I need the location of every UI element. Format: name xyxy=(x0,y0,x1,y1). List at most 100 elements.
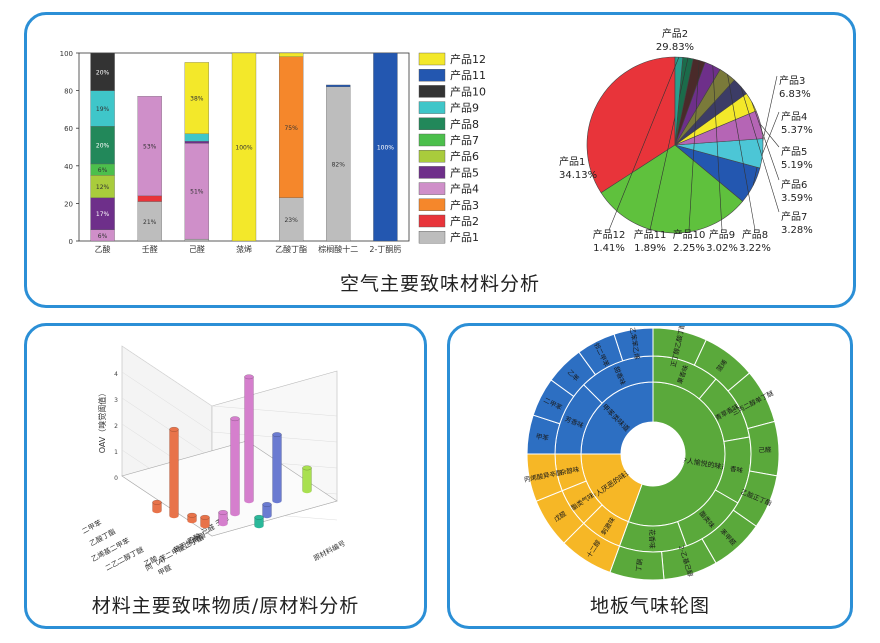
y-tick-label: 40 xyxy=(64,163,73,171)
leader-line xyxy=(608,56,680,231)
y-tick-label: 0 xyxy=(69,238,73,246)
leader-line xyxy=(688,60,700,231)
bar-segment xyxy=(90,197,115,230)
y-tick-label: 80 xyxy=(64,88,73,96)
z-tick-label: 1 xyxy=(114,449,118,456)
slice-name: 产品2 xyxy=(662,27,688,40)
data-label: 20% xyxy=(96,143,110,150)
slice-name: 产品1 xyxy=(559,155,585,168)
z-tick-label: 4 xyxy=(114,371,118,378)
data-label: 6% xyxy=(98,167,108,174)
bar3d-top xyxy=(152,499,162,505)
data-label: 51% xyxy=(190,189,204,196)
bar3d-top xyxy=(262,501,272,507)
legend-label: 产品11 xyxy=(450,68,486,82)
bar-segment xyxy=(184,141,210,144)
bar-segment xyxy=(326,84,351,87)
legend-swatch xyxy=(418,230,446,244)
data-label: 100% xyxy=(377,145,394,152)
legend-label: 产品3 xyxy=(450,198,479,212)
slice-name: 产品7 xyxy=(781,210,807,223)
grid-line xyxy=(121,371,213,433)
slice-percent: 3.59% xyxy=(781,193,813,204)
legend-swatch xyxy=(418,198,446,212)
slice-name: 产品3 xyxy=(779,74,805,87)
legend-label: 产品8 xyxy=(450,117,479,131)
x-tick-label: 乙酸丁酯 xyxy=(275,244,307,254)
wheel-label: 丁酮 xyxy=(635,558,645,572)
bar3d-body xyxy=(272,434,282,502)
bar3d-base xyxy=(230,511,240,517)
slice-name: 产品4 xyxy=(781,110,807,123)
data-label: 21% xyxy=(143,219,157,226)
z-tick-label: 2 xyxy=(114,423,118,430)
odor-wheel-caption: 地板气味轮图 xyxy=(589,595,710,617)
x-tick-label: 蒎烯 xyxy=(236,244,252,254)
bar3d-body xyxy=(230,418,240,515)
slice-percent: 3.28% xyxy=(781,225,813,236)
legend-swatch xyxy=(418,182,446,195)
bar3d-base xyxy=(272,498,282,504)
z-axis-label: OAV（嗅觉阈值） xyxy=(97,389,107,454)
data-label: 23% xyxy=(284,217,298,224)
legend-label: 产品2 xyxy=(450,214,479,228)
x-tick-label: 乙酸 xyxy=(95,244,111,254)
legend-label: 产品4 xyxy=(450,182,479,196)
data-label: 12% xyxy=(96,184,110,191)
bar-segment xyxy=(326,86,351,242)
bar3d-top xyxy=(272,432,282,438)
bar-segment xyxy=(278,56,304,198)
slice-percent: 1.41% xyxy=(593,243,625,254)
wheel-center-hole xyxy=(621,422,685,486)
y-axis-title: 原材料编号 xyxy=(312,538,347,562)
bar3d-top xyxy=(302,465,312,471)
legend-label: 产品12 xyxy=(450,52,486,66)
leader-line xyxy=(727,74,756,231)
legend-swatch xyxy=(418,69,446,82)
air-odor-caption: 空气主要致味材料分析 xyxy=(339,273,540,295)
pie-slice xyxy=(600,144,744,234)
bar3d-base xyxy=(244,498,254,504)
pie-chart: 产品1 34.13% 产品2 29.83% 产品3 6.83% 产品4 5.37% 产品5 5.1… xyxy=(559,27,813,254)
slice-name: 产品8 xyxy=(742,228,768,241)
bar3d-base xyxy=(262,513,272,519)
bar-segment xyxy=(184,143,210,240)
slice-name: 产品10 xyxy=(673,228,706,241)
y-tick-label: 60 xyxy=(64,125,73,133)
y-tick-label: 20 xyxy=(64,200,73,208)
stacked-bar-chart: 0 20 40 60 80 100 乙酸 壬醛 己醛 蒎烯 乙酸丁酯 棕榈酸十二 2-丁酮肟 20% 19%… xyxy=(60,50,486,254)
bar3d-body xyxy=(302,467,312,492)
bar-segment xyxy=(90,52,115,91)
legend-swatch xyxy=(418,85,446,98)
slice-percent: 2.25% xyxy=(673,243,705,254)
bar3d-top xyxy=(244,374,254,380)
bar-segment xyxy=(137,195,162,202)
slice-name: 产品9 xyxy=(709,228,735,241)
legend-swatch xyxy=(418,101,446,114)
grid-line xyxy=(211,405,338,417)
z-tick-label: 0 xyxy=(114,475,118,482)
wheel-label: 杂醇味 xyxy=(559,464,580,477)
bar3d-base xyxy=(302,488,312,494)
legend-swatch xyxy=(418,133,446,147)
wheel-label: 甲苯 xyxy=(535,432,550,443)
legend-swatch xyxy=(418,166,446,179)
material-odor-panel: 0 1 2 3 4 OAV（嗅觉阈值） 二甲苯 乙酸丁酯 乙烯基二甲苯 二乙二醇丁醚 乙酸 甲醛 同（A… xyxy=(24,323,427,629)
slice-percent: 5.37% xyxy=(781,125,813,136)
legend-label: 产品9 xyxy=(450,101,479,115)
bar-segment xyxy=(278,52,304,57)
slice-percent: 34.13% xyxy=(559,170,597,181)
data-label: 19% xyxy=(96,106,110,113)
bar3d-base xyxy=(152,508,162,514)
wheel-label: 己醛 xyxy=(758,445,772,455)
bar-segment xyxy=(137,96,162,197)
bar-segment xyxy=(184,238,210,242)
leader-line xyxy=(740,86,780,213)
data-label: 100% xyxy=(235,145,252,152)
floor-odor-wheel-panel: 令人愉悦的味道 令人厌恶的味道 甲苯类味道 芳香味 甜香味 果香味 青草香味 香味 酯类味 花香味… xyxy=(447,323,853,629)
leader-line xyxy=(762,111,780,154)
bar3d-base xyxy=(200,523,210,529)
legend-label: 产品1 xyxy=(450,230,479,244)
bar3d-top xyxy=(187,512,197,518)
